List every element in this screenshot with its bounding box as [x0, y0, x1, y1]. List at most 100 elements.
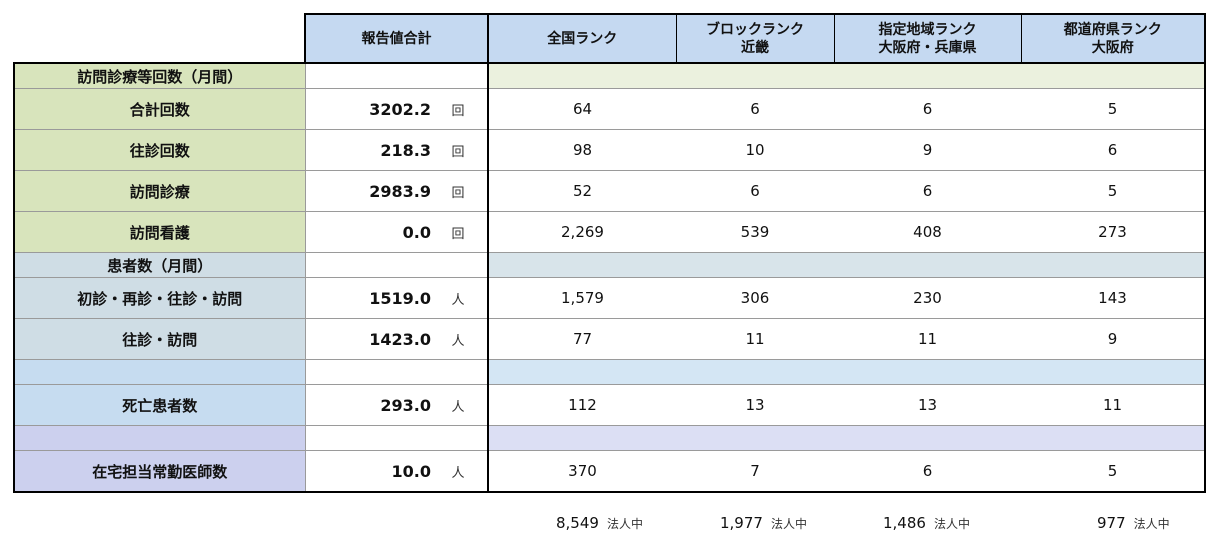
value-unit: 回	[451, 185, 465, 201]
header-total: 報告値合計	[304, 13, 489, 64]
row-value: 2983.9 回	[305, 170, 489, 212]
block-rank: 10	[676, 129, 834, 171]
national-rank: 2,269	[488, 211, 676, 253]
section-title: 訪問診療等回数（月間）	[13, 63, 306, 89]
value-number: 218.3	[380, 140, 431, 160]
section-row	[13, 359, 1206, 385]
footer-region: 1,486 法人中	[883, 514, 970, 532]
block-rank: 13	[676, 384, 834, 426]
row-value: 10.0 人	[305, 450, 489, 493]
value-number: 10.0	[391, 461, 431, 481]
header-pref: 都道府県ランク 大阪府	[1020, 13, 1206, 64]
section-fill	[488, 359, 1206, 385]
national-rank: 1,579	[488, 277, 676, 319]
table-row: 合計回数 3202.2 回 64 6 6 5	[13, 88, 1206, 130]
row-label: 訪問看護	[13, 211, 306, 253]
row-value: 293.0 人	[305, 384, 489, 426]
value-number: 0.0	[402, 222, 431, 242]
pref-rank: 6	[1021, 129, 1206, 171]
region-rank: 11	[834, 318, 1021, 360]
table-row: 死亡患者数 293.0 人 112 13 13 11	[13, 384, 1206, 426]
pref-rank: 5	[1021, 170, 1206, 212]
value-unit: 回	[451, 103, 465, 119]
national-rank: 112	[488, 384, 676, 426]
national-rank: 52	[488, 170, 676, 212]
value-number: 3202.2	[369, 99, 431, 119]
row-label: 訪問診療	[13, 170, 306, 212]
footer-block: 1,977 法人中	[720, 514, 807, 532]
pref-rank: 273	[1021, 211, 1206, 253]
value-unit: 回	[451, 144, 465, 160]
pref-rank: 143	[1021, 277, 1206, 319]
row-label: 初診・再診・往診・訪問	[13, 277, 306, 319]
row-label: 在宅担当常勤医師数	[13, 450, 306, 493]
row-value: 3202.2 回	[305, 88, 489, 130]
section-title	[13, 359, 306, 385]
region-rank: 408	[834, 211, 1021, 253]
section-fill	[305, 425, 489, 451]
value-unit: 人	[451, 333, 465, 349]
header-block: ブロックランク 近畿	[675, 13, 834, 64]
row-value: 0.0 回	[305, 211, 489, 253]
section-row: 患者数（月間）	[13, 252, 1206, 278]
table-row: 往診回数 218.3 回 98 10 9 6	[13, 129, 1206, 171]
region-rank: 6	[834, 88, 1021, 130]
section-title: 患者数（月間）	[13, 252, 306, 278]
region-rank: 230	[834, 277, 1021, 319]
value-number: 1519.0	[369, 288, 431, 308]
pref-rank: 9	[1021, 318, 1206, 360]
header-blank	[14, 14, 305, 64]
value-unit: 人	[451, 399, 465, 415]
block-rank: 7	[676, 450, 834, 493]
block-rank: 306	[676, 277, 834, 319]
region-rank: 13	[834, 384, 1021, 426]
section-row: 訪問診療等回数（月間）	[13, 63, 1206, 89]
row-label: 往診・訪問	[13, 318, 306, 360]
section-row	[13, 425, 1206, 451]
section-title	[13, 425, 306, 451]
section-fill	[488, 252, 1206, 278]
row-label: 往診回数	[13, 129, 306, 171]
national-rank: 370	[488, 450, 676, 493]
table-row: 往診・訪問 1423.0 人 77 11 11 9	[13, 318, 1206, 360]
pref-rank: 11	[1021, 384, 1206, 426]
ranking-table: 報告値合計 全国ランク ブロックランク 近畿 指定地域ランク 大阪府・兵庫県 都道府…	[13, 13, 1206, 493]
pref-rank: 5	[1021, 450, 1206, 493]
section-fill	[488, 63, 1206, 89]
block-rank: 11	[676, 318, 834, 360]
footer-national: 8,549 法人中	[556, 514, 643, 532]
section-fill	[305, 359, 489, 385]
block-rank: 6	[676, 88, 834, 130]
value-number: 1423.0	[369, 329, 431, 349]
footer-totals: 8,549 法人中 1,977 法人中 1,486 法人中 977 法人中	[0, 514, 1222, 534]
header-region: 指定地域ランク 大阪府・兵庫県	[833, 13, 1021, 64]
block-rank: 6	[676, 170, 834, 212]
table-row: 訪問診療 2983.9 回 52 6 6 5	[13, 170, 1206, 212]
footer-pref: 977 法人中	[1097, 514, 1170, 532]
table-row: 初診・再診・往診・訪問 1519.0 人 1,579 306 230 143	[13, 277, 1206, 319]
header-national: 全国ランク	[487, 13, 676, 64]
header-row: 報告値合計 全国ランク ブロックランク 近畿 指定地域ランク 大阪府・兵庫県 都道府…	[14, 13, 1206, 64]
region-rank: 6	[834, 450, 1021, 493]
ranking-table-wrapper: 報告値合計 全国ランク ブロックランク 近畿 指定地域ランク 大阪府・兵庫県 都道府…	[13, 13, 1206, 493]
block-rank: 539	[676, 211, 834, 253]
row-value: 218.3 回	[305, 129, 489, 171]
row-value: 1519.0 人	[305, 277, 489, 319]
national-rank: 64	[488, 88, 676, 130]
row-label: 死亡患者数	[13, 384, 306, 426]
section-fill	[305, 63, 489, 89]
national-rank: 77	[488, 318, 676, 360]
value-unit: 回	[451, 226, 465, 242]
value-number: 2983.9	[369, 181, 431, 201]
row-label: 合計回数	[13, 88, 306, 130]
pref-rank: 5	[1021, 88, 1206, 130]
region-rank: 9	[834, 129, 1021, 171]
table-row: 在宅担当常勤医師数 10.0 人 370 7 6 5	[13, 450, 1206, 493]
value-unit: 人	[451, 465, 465, 481]
value-number: 293.0	[380, 395, 431, 415]
national-rank: 98	[488, 129, 676, 171]
region-rank: 6	[834, 170, 1021, 212]
row-value: 1423.0 人	[305, 318, 489, 360]
value-unit: 人	[451, 292, 465, 308]
table-row: 訪問看護 0.0 回 2,269 539 408 273	[13, 211, 1206, 253]
